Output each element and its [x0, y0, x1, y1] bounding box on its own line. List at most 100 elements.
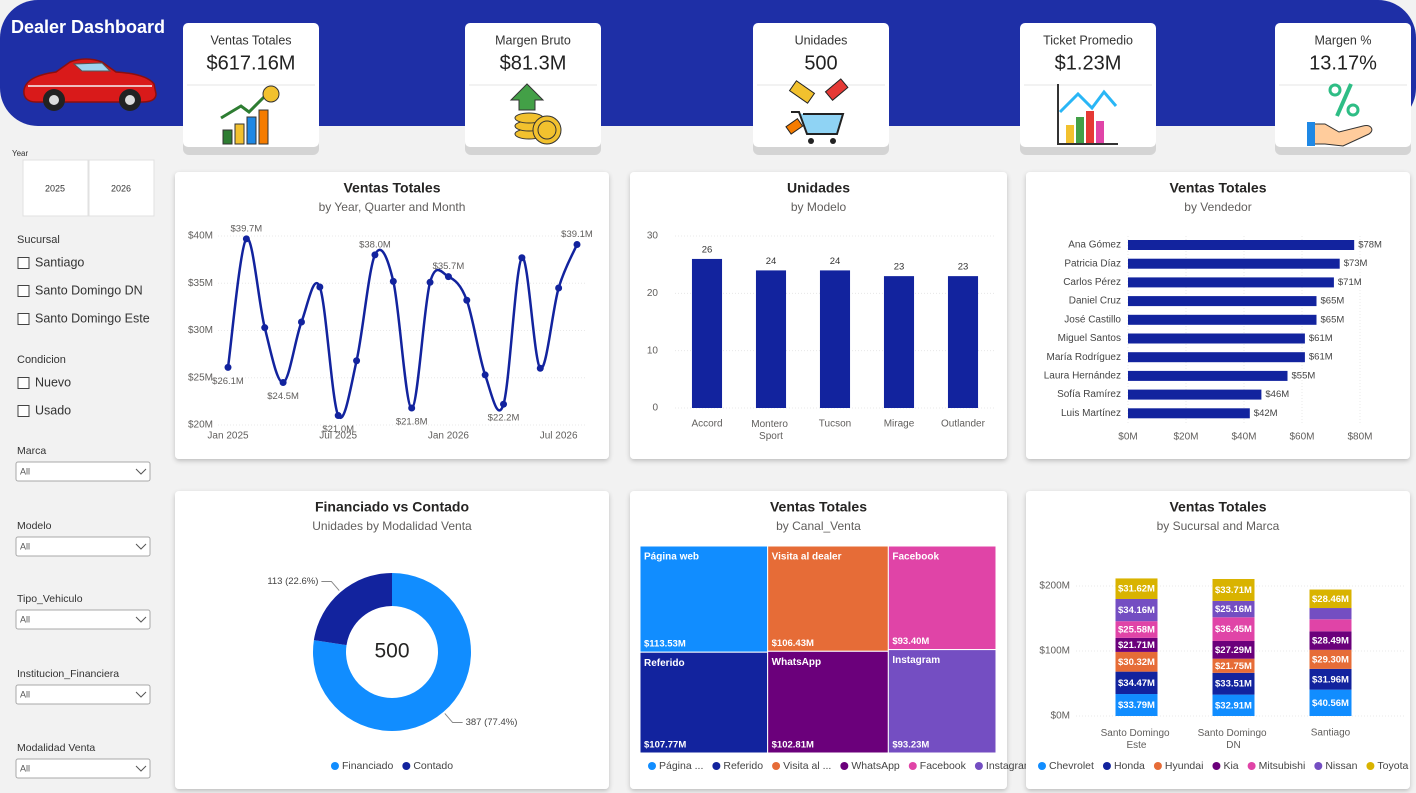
line-point: [536, 364, 544, 372]
tile-label: Instagram: [892, 655, 940, 666]
checkbox[interactable]: [17, 285, 30, 297]
data-label: $39.1M: [561, 229, 593, 240]
legend-swatch: [712, 762, 721, 770]
bar-segment: [1212, 578, 1255, 601]
line-point: [316, 283, 324, 291]
y-tick-label: 20: [647, 288, 659, 299]
dropdown-value[interactable]: All: [20, 763, 30, 773]
icon-part: [1057, 84, 1118, 145]
legend-swatch: [648, 762, 656, 770]
y-tick-label: Daniel Cruz: [1069, 296, 1121, 307]
dropdown-label: Modalidad Venta: [17, 742, 95, 754]
data-label: $26.1M: [212, 376, 244, 387]
data-label: $21.0M: [322, 424, 354, 435]
dropdown[interactable]: [15, 684, 151, 705]
donut-center-value: 500: [374, 640, 409, 663]
checkbox-option[interactable]: Nuevo: [35, 375, 71, 389]
kpi-icon: [509, 83, 562, 145]
data-label: 26: [702, 244, 713, 255]
legend-swatch: [330, 762, 339, 770]
icon-part: [222, 129, 233, 145]
dropdown-chevron[interactable]: [135, 691, 147, 698]
dropdown-chevron[interactable]: [135, 543, 147, 550]
legend-swatch: [1314, 762, 1323, 770]
bar-segment: [1309, 608, 1352, 620]
dropdown-chevron[interactable]: [135, 765, 147, 772]
chart-card: Financiado vs Contado Unidades by Modalid…: [175, 491, 609, 789]
dropdown-value[interactable]: All: [20, 541, 30, 551]
icon-part: [262, 85, 280, 103]
checkbox-option[interactable]: Santo Domingo DN: [35, 283, 143, 297]
data-label: $40.56M: [1312, 698, 1349, 709]
dropdown[interactable]: [15, 461, 151, 482]
data-label: $102.81M: [772, 740, 814, 751]
dropdown-chevron[interactable]: [135, 468, 147, 475]
data-label: 23: [894, 262, 905, 273]
legend: Financiado Contado: [330, 760, 453, 772]
data-label: $31.96M: [1312, 674, 1349, 685]
data-label: $61M: [1309, 352, 1333, 363]
data-label: $93.23M: [892, 740, 929, 751]
chart-title: Ventas Totales: [1169, 499, 1266, 515]
data-label: $35.7M: [433, 261, 465, 272]
slicer-label: Condicion: [17, 354, 66, 366]
x-tick-label: $60M: [1289, 432, 1314, 443]
chart-title: Ventas Totales: [770, 499, 867, 515]
kpi-value: $1.23M: [1055, 52, 1122, 74]
bar: [1128, 258, 1340, 269]
legend-swatch: [402, 762, 411, 770]
kpi-card: Margen % 13.17%: [1275, 23, 1411, 155]
leader-line: [444, 713, 463, 724]
treemap-tile: [887, 545, 997, 651]
dropdown-value[interactable]: All: [20, 689, 30, 699]
checkbox[interactable]: [17, 313, 30, 325]
bar-segment: [1309, 689, 1352, 716]
dropdown-label: Institucion_Financiera: [17, 668, 119, 680]
legend-swatch: [974, 762, 983, 770]
kpi-icon: [1057, 84, 1118, 145]
data-label: $38.0M: [359, 239, 391, 250]
dropdown-chevron[interactable]: [135, 616, 147, 623]
dropdown[interactable]: [15, 609, 151, 630]
legend-label: Hyundai: [1165, 760, 1204, 772]
year-tile[interactable]: [88, 159, 155, 217]
legend-label: Toyota: [1377, 760, 1408, 772]
checkbox-option[interactable]: Santiago: [35, 255, 84, 269]
kpi-label: Unidades: [795, 33, 848, 47]
tile-label: Página web: [644, 552, 699, 563]
legend: Chevrolet Honda Hyundai Kia Mitsubishi Nissan…: [1038, 760, 1409, 772]
checkbox-option[interactable]: Santo Domingo Este: [35, 311, 150, 325]
checkbox[interactable]: [17, 405, 30, 417]
dropdown[interactable]: [15, 758, 151, 779]
kpi-card: Margen Bruto $81.3M: [465, 23, 601, 155]
dropdown-value[interactable]: All: [20, 614, 30, 624]
data-label: $28.49M: [1312, 636, 1349, 647]
year-option[interactable]: 2025: [45, 183, 65, 193]
checkbox[interactable]: [17, 257, 30, 269]
bar-segment: [1212, 694, 1255, 716]
y-tick-label: Ana Gómez: [1068, 240, 1121, 251]
data-label: 113 (22.6%): [267, 576, 318, 587]
data-label: $32.91M: [1215, 700, 1252, 711]
year-tile[interactable]: [22, 159, 89, 217]
data-label: $21.8M: [396, 417, 428, 428]
y-tick-label: María Rodríguez: [1047, 352, 1121, 363]
bar-segment: [1309, 619, 1352, 632]
data-label: $27.29M: [1215, 645, 1252, 656]
kpi-card: Unidades 500: [753, 23, 889, 155]
chart-title: Unidades: [787, 180, 850, 196]
year-option[interactable]: 2026: [111, 183, 131, 193]
data-label: $65M: [1321, 296, 1345, 307]
dropdown[interactable]: [15, 536, 151, 557]
dropdown-label: Marca: [17, 445, 46, 457]
checkbox-option[interactable]: Usado: [35, 403, 71, 417]
checkbox[interactable]: [17, 377, 30, 389]
icon-part: [1335, 83, 1353, 117]
bar-segment: [1115, 621, 1158, 638]
chart-card: Ventas Totales by Vendedor $0M $20M $40M $60M…: [1026, 172, 1410, 459]
kpi-label: Ticket Promedio: [1043, 33, 1133, 47]
icon-part: [509, 83, 545, 111]
line-point: [426, 278, 434, 286]
dropdown-value[interactable]: All: [20, 466, 30, 476]
y-tick-label: $40M: [188, 231, 213, 242]
